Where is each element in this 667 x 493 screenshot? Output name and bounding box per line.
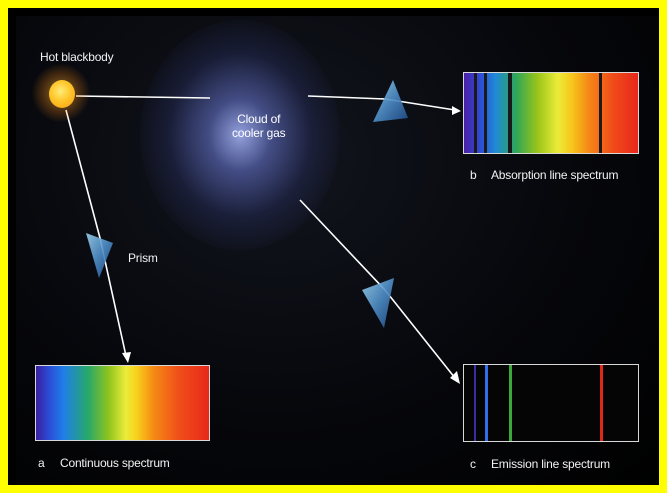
emission-line-violet	[474, 365, 476, 441]
absorption-line-red	[599, 73, 602, 153]
panel-b-letter: b	[470, 168, 477, 182]
panel-c-letter: c	[470, 457, 476, 471]
arrowhead-continuous	[122, 352, 131, 363]
absorption-spectrum	[463, 72, 639, 154]
panel-a-letter: a	[38, 456, 45, 470]
panel-c-title: Emission line spectrum	[491, 457, 610, 471]
continuous-spectrum	[35, 365, 210, 441]
prism-absorption	[373, 80, 408, 122]
cloud-label: Cloud of cooler gas	[232, 112, 286, 140]
hot-blackbody	[49, 80, 75, 108]
arrowhead-emission	[450, 371, 460, 384]
prism-continuous	[86, 233, 113, 278]
cloud-label-line2: cooler gas	[232, 126, 286, 140]
gas-cloud	[140, 20, 340, 250]
prism-label: Prism	[128, 251, 158, 265]
absorption-line-violet	[474, 73, 477, 153]
emission-line-green	[509, 365, 512, 441]
absorption-line-blue	[484, 73, 487, 153]
emission-spectrum	[463, 364, 639, 442]
absorption-line-green	[508, 73, 512, 153]
panel-a-title: Continuous spectrum	[60, 456, 170, 470]
ray-sun-to-cloud	[75, 95, 211, 99]
emission-line-blue	[485, 365, 488, 441]
ray-sun-to-continuous	[65, 109, 127, 357]
prism-emission	[362, 278, 394, 328]
emission-line-red	[600, 365, 603, 441]
source-label: Hot blackbody	[40, 50, 114, 64]
arrowhead-absorption	[452, 106, 461, 115]
panel-b-title: Absorption line spectrum	[491, 168, 619, 182]
cloud-label-line1: Cloud of	[237, 112, 281, 126]
